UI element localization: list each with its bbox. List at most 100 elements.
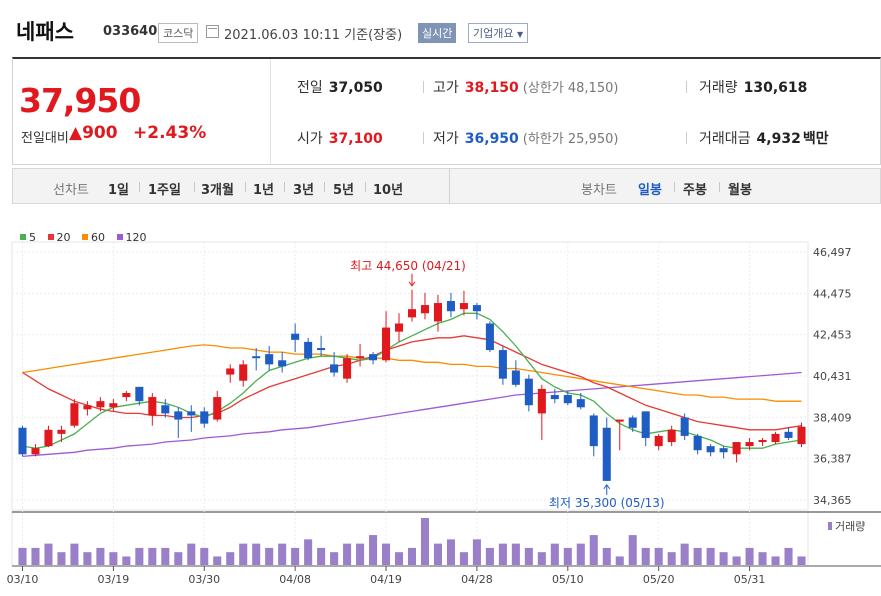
candle-body (291, 333, 300, 340)
volume-bar (226, 552, 235, 565)
candle-chart-label: 봉차트 (581, 183, 617, 198)
period-5y-button[interactable]: 5년 (333, 183, 355, 198)
volume-bar (31, 547, 40, 565)
quote-basis: 기준(장중) (344, 28, 403, 43)
candle-body (745, 442, 754, 447)
volume-bar (356, 543, 365, 565)
candle-body (537, 388, 546, 414)
volume-bar (44, 543, 53, 565)
volume-bar (394, 552, 404, 565)
open-value: 37,100 (328, 131, 383, 147)
candle-body (602, 427, 611, 481)
candle-body (667, 429, 676, 443)
amount-value: 4,932 (756, 131, 801, 147)
legend-ma5-label: 5 (29, 231, 36, 244)
y-tick-label: 40,431 (813, 370, 852, 383)
realtime-button[interactable]: 실시간 (418, 23, 457, 43)
period-3m-button[interactable]: 3개월 (201, 183, 234, 198)
daily-candle-button[interactable]: 일봉 (638, 183, 662, 198)
candle-body (446, 300, 455, 312)
y-tick-label: 38,409 (813, 411, 852, 424)
y-tick-label: 34,365 (813, 494, 852, 507)
volume-bar (472, 539, 481, 565)
period-1y-button[interactable]: 1년 (253, 183, 275, 198)
volume-value: 130,618 (743, 80, 808, 96)
volume-bar (407, 547, 417, 565)
candle-body (784, 431, 793, 438)
volume-bar (784, 547, 793, 565)
volume-bar (771, 556, 780, 565)
calendar-icon (206, 25, 219, 38)
candle-body (213, 397, 222, 420)
volume-bar (459, 552, 468, 565)
legend-ma60[interactable]: 60 (82, 231, 105, 244)
x-tick-label: 03/19 (98, 573, 130, 586)
legend-ma60-label: 60 (91, 231, 105, 244)
candle-body (524, 378, 533, 406)
candle-body (433, 303, 442, 322)
candle-body (511, 370, 520, 385)
volume-cell: 거래량 130,618 (699, 77, 807, 97)
x-tick-label: 05/20 (643, 573, 675, 586)
volume-bar (615, 556, 624, 565)
legend-ma5[interactable]: 5 (20, 231, 36, 244)
period-1w-button[interactable]: 1주일 (148, 183, 181, 198)
volume-bar (550, 543, 559, 565)
volume-bar (291, 547, 300, 565)
volume-bar (200, 547, 209, 565)
volume-bar (96, 547, 105, 565)
candle-body (420, 305, 430, 314)
change-value: ▲900 (69, 123, 118, 143)
candle-body (693, 435, 702, 451)
volume-bar (420, 518, 430, 565)
prev-close-cell: 전일 37,050 (297, 77, 383, 97)
volume-bar (109, 552, 118, 565)
open-cell: 시가 37,100 (297, 128, 383, 148)
volume-bar (18, 547, 27, 565)
volume-label: 거래량 (699, 80, 738, 96)
period-3y-button[interactable]: 3년 (293, 183, 315, 198)
legend-ma120[interactable]: 120 (116, 231, 147, 244)
volume-bar (70, 543, 79, 565)
y-tick-label: 42,453 (813, 329, 852, 342)
candle-body (148, 397, 157, 416)
current-price: 37,950 (19, 81, 141, 120)
volume-bar (797, 556, 806, 565)
lower-limit: (하한가 25,950) (522, 132, 619, 147)
chart-period-toolbar: 선차트 1일 1주일 3개월 1년 3년 5년 10년 봉차트 일봉 주봉 월봉 (12, 168, 881, 204)
volume-bar (680, 543, 689, 565)
period-10y-button[interactable]: 10년 (373, 183, 404, 198)
company-info-dropdown[interactable]: 기업개요 ▼ (468, 23, 529, 43)
low-cell: 저가 36,950 (하한가 25,950) (433, 128, 618, 148)
period-1d-button[interactable]: 1일 (108, 183, 130, 198)
low-value: 36,950 (464, 131, 519, 147)
volume-bar (278, 543, 287, 565)
volume-bar (654, 547, 663, 565)
volume-bar (161, 547, 170, 565)
volume-bar (485, 547, 494, 565)
legend-ma120-label: 120 (125, 231, 147, 244)
candle-body (369, 354, 378, 361)
candle-body (96, 401, 105, 408)
volume-bar (187, 543, 196, 565)
candle-body (459, 303, 468, 310)
candle-body (174, 411, 183, 420)
weekly-candle-button[interactable]: 주봉 (683, 183, 707, 198)
company-info-label: 기업개요 (473, 27, 514, 40)
stock-code: 033640 (103, 24, 158, 39)
volume-bar (498, 543, 507, 565)
volume-legend-swatch (828, 522, 832, 530)
legend-ma20[interactable]: 20 (47, 231, 71, 244)
volume-bar (667, 552, 676, 565)
volume-bar (589, 535, 598, 565)
volume-bar (628, 535, 637, 565)
prev-close-label: 전일 (297, 80, 323, 96)
y-tick-label: 46,497 (813, 246, 852, 259)
x-tick-label: 03/30 (188, 573, 220, 586)
candle-body (278, 360, 287, 367)
candle-body (330, 364, 339, 373)
candle-body (680, 417, 689, 436)
monthly-candle-button[interactable]: 월봉 (728, 183, 752, 198)
candle-body (31, 448, 40, 455)
